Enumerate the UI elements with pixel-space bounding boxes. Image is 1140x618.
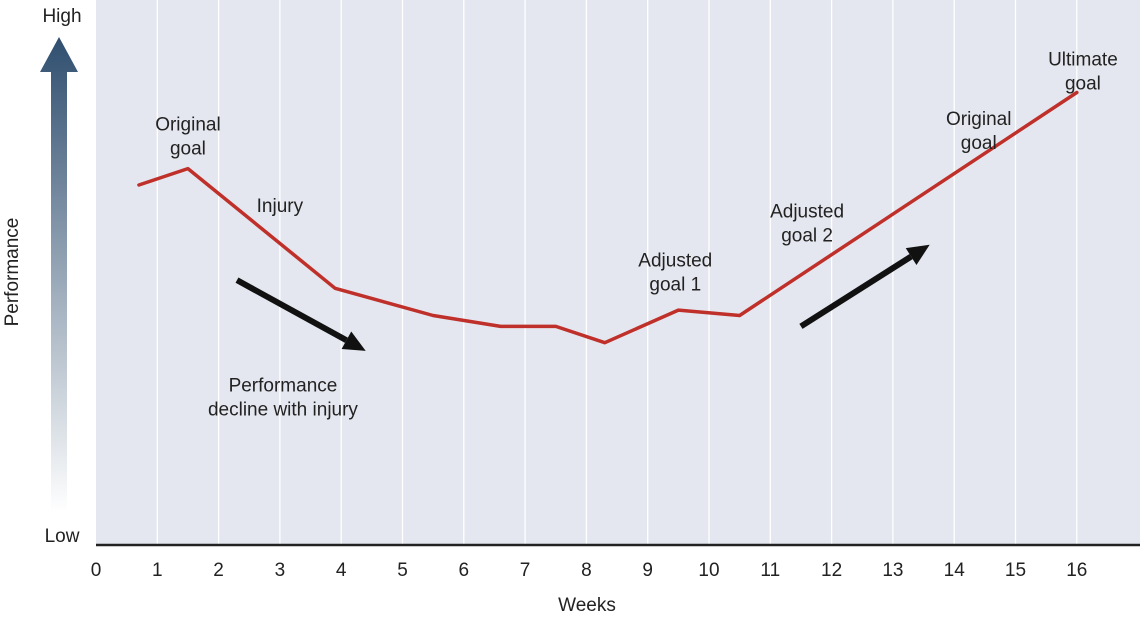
x-axis-ticks: 0 1 2 3 4 5 6 7 8 9 10 11 12 13 14 15 16	[91, 560, 1088, 581]
annotation-label: Original goal	[946, 109, 1011, 154]
x-tick-label: 15	[1005, 560, 1026, 581]
x-tick-label: 3	[275, 560, 286, 581]
x-tick-label: 11	[760, 560, 780, 581]
x-tick-label: 14	[944, 560, 966, 581]
x-tick-label: 9	[642, 560, 653, 581]
x-tick-label: 2	[213, 560, 224, 581]
x-tick-label: 0	[91, 560, 102, 581]
performance-gradient-arrow	[40, 37, 78, 512]
x-tick-label: 7	[520, 560, 531, 581]
trend-arrows	[235, 244, 930, 351]
annotation-label: Injury	[257, 196, 304, 217]
x-tick-label: 10	[698, 560, 719, 581]
x-tick-label: 5	[397, 560, 408, 581]
x-tick-label: 8	[581, 560, 592, 581]
trend-arrow	[235, 277, 366, 351]
x-tick-label: 4	[336, 560, 347, 581]
x-tick-label: 16	[1066, 560, 1087, 581]
trend-arrow-head	[905, 244, 930, 266]
y-axis-title: Performance	[2, 218, 23, 327]
x-tick-label: 13	[882, 560, 903, 581]
x-tick-label: 1	[152, 560, 163, 581]
trend-arrow-shaft	[799, 254, 913, 329]
plot-background	[96, 0, 1140, 544]
annotation-label: Ultimate goal	[1048, 49, 1118, 94]
annotations: Original goal Injury Adjusted goal 1 Adjusted…	[155, 49, 1118, 420]
annotation-label: Adjusted goal 1	[638, 251, 712, 296]
x-tick-label: 12	[821, 560, 842, 581]
y-low-label: Low	[45, 526, 80, 547]
trend-arrow	[799, 244, 930, 329]
y-high-label: High	[42, 6, 81, 27]
performance-line	[137, 90, 1079, 345]
trend-arrow-head	[341, 331, 366, 351]
gridlines	[156, 0, 1078, 544]
annotation-label: Original goal	[155, 115, 220, 160]
annotation-label: Performance decline with injury	[208, 376, 358, 421]
x-axis-title: Weeks	[558, 595, 616, 616]
annotation-label: Adjusted goal 2	[770, 202, 844, 247]
x-tick-label: 6	[459, 560, 470, 581]
trend-arrow-shaft	[235, 277, 348, 343]
